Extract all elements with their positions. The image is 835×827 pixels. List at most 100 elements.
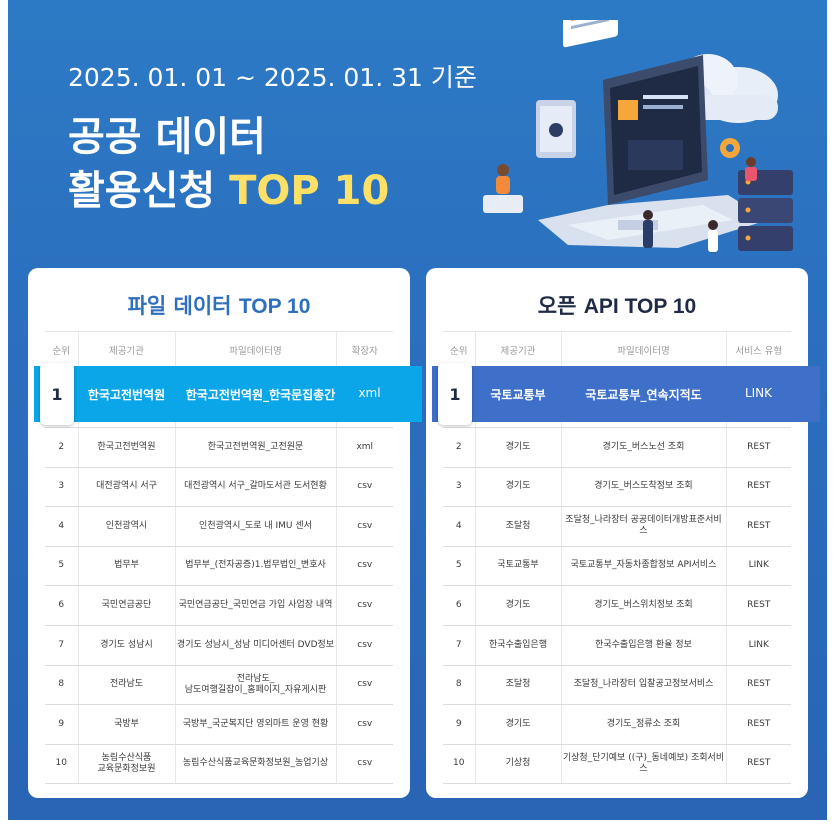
name-cell: 대전광역시 서구_갈마도서관 도서현황: [174, 467, 336, 508]
org-cell: 인천광역시: [77, 506, 175, 547]
org-cell: 대전광역시 서구: [77, 467, 175, 508]
rank-cell: 4: [443, 506, 475, 547]
col-org: 제공기관: [77, 331, 175, 368]
ext-cell: csv: [335, 625, 393, 666]
open-api-title-en: API TOP 10: [583, 295, 697, 318]
rank-cell: 9: [443, 704, 475, 745]
type-cell: LINK: [725, 625, 791, 666]
org-cell: 경기도: [474, 585, 561, 626]
page-title-highlight: TOP 10: [229, 168, 390, 214]
org-cell: 국방부: [77, 704, 175, 745]
file-data-title-en: TOP 10: [238, 295, 311, 318]
name-cell: 국토교통부_자동차종합정보 API서비스: [560, 546, 726, 587]
type-cell: REST: [725, 506, 791, 547]
table-row: 7 경기도 성남시 경기도 성남시_성남 미디어센터 DVD정보 csv: [45, 625, 393, 666]
rank-cell: 3: [443, 467, 475, 508]
type-cell: REST: [725, 744, 791, 785]
name-line1: 전라남도_: [236, 673, 275, 684]
org-cell: 경기도: [474, 467, 561, 508]
ext-cell: xml: [358, 386, 381, 400]
rank-cell: 8: [443, 665, 475, 706]
org-cell: 조달청: [474, 506, 561, 547]
type-cell: LINK: [744, 386, 773, 400]
org-cell: 경기도: [474, 427, 561, 468]
col-org: 제공기관: [474, 331, 561, 368]
table-row: 3 경기도 경기도_버스도착정보 조회 REST: [443, 467, 791, 508]
table-row: 7 한국수출입은행 한국수출입은행 환율 정보 LINK: [443, 625, 791, 666]
name-cell: 국토교통부_연속지적도: [585, 388, 702, 402]
org-cell: 법무부: [77, 546, 175, 587]
col-name: 파일데이터명: [560, 331, 726, 368]
name-cell: 기상청_단기예보 ((구)_동네예보) 조회서비스: [560, 744, 726, 785]
open-api-rank1-row: 1 국토교통부 국토교통부_연속지적도 LINK: [432, 363, 820, 425]
org-cell: 경기도 성남시: [77, 625, 175, 666]
rank-cell: 2: [45, 427, 78, 468]
ext-cell: csv: [335, 665, 393, 706]
table-row: 8 전라남도 전라남도_ 남도여행길잡이_홈페이지_자유게시판 csv: [45, 665, 393, 706]
table-row: 5 국토교통부 국토교통부_자동차종합정보 API서비스 LINK: [443, 546, 791, 587]
rank1-badge: 1: [438, 363, 472, 425]
table-row: 2 경기도 경기도_버스노선 조회 REST: [443, 427, 791, 468]
ext-cell: csv: [335, 506, 393, 547]
name-cell: 경기도_버스노선 조회: [560, 427, 726, 468]
org-cell: 한국고전번역원: [77, 427, 175, 468]
name-cell: 한국고전번역원_한국문집총간: [185, 388, 336, 402]
org-cell: 국민연금공단: [77, 585, 175, 626]
open-api-title-ko: 오픈: [537, 294, 584, 318]
org-cell: 전라남도: [77, 665, 175, 706]
infographic-page: 2025. 01. 01 ~ 2025. 01. 31 기준 공공 데이터 활용…: [8, 0, 827, 820]
table-row: 6 경기도 경기도_버스위치정보 조회 REST: [443, 585, 791, 626]
rank-cell: 4: [45, 506, 78, 547]
rank-cell: 6: [45, 585, 78, 626]
ext-cell: xml: [335, 427, 393, 468]
name-cell: 법무부_(전자공증)1.법무법인_변호사: [174, 546, 336, 587]
org-cell: 기상청: [474, 744, 561, 785]
data-laptop-illustration: [483, 20, 793, 252]
table-row: 4 인천광역시 인천광역시_도로 내 IMU 센서 csv: [45, 506, 393, 547]
name-cell: 경기도_정류소 조회: [560, 704, 726, 745]
rank-cell: 9: [45, 704, 78, 745]
name-cell: 한국수출입은행 환율 정보: [560, 625, 726, 666]
col-type: 서비스 유형: [725, 331, 791, 368]
org-line2: 교육문화정보원: [97, 764, 156, 775]
table-row: 10 기상청 기상청_단기예보 ((구)_동네예보) 조회서비스 REST: [443, 744, 791, 785]
name-cell: 경기도_버스위치정보 조회: [560, 585, 726, 626]
col-rank: 순위: [45, 331, 78, 368]
rank-cell: 6: [443, 585, 475, 626]
ext-cell: csv: [335, 704, 393, 745]
table-row: 5 법무부 법무부_(전자공증)1.법무법인_변호사 csv: [45, 546, 393, 587]
page-title-line1: 공공 데이터: [68, 114, 266, 160]
org-cell: 국토교통부: [474, 546, 561, 587]
name-cell: 국민연금공단_국민연금 가입 사업장 내역: [174, 585, 336, 626]
col-rank: 순위: [443, 331, 475, 368]
file-data-title: 파일 데이터 TOP 10: [28, 290, 410, 320]
rank-cell: 10: [443, 744, 475, 785]
table-row: 6 국민연금공단 국민연금공단_국민연금 가입 사업장 내역 csv: [45, 585, 393, 626]
page-title-line2: 활용신청 TOP 10: [68, 158, 389, 216]
table-row: 2 한국고전번역원 한국고전번역원_고전원문 xml: [45, 427, 393, 468]
laptop-icon: [538, 55, 768, 248]
ext-cell: csv: [335, 585, 393, 626]
table-header-row: 순위 제공기관 파일데이터명 서비스 유형: [443, 331, 791, 368]
date-range: 2025. 01. 01 ~ 2025. 01. 31 기준: [68, 63, 477, 92]
org-cell: 농림수산식품 교육문화정보원: [77, 744, 175, 785]
rank-cell: 7: [45, 625, 78, 666]
table-row: 10 농림수산식품 교육문화정보원 농림수산식품교육문화정보원_농업기상 csv: [45, 744, 393, 785]
type-cell: REST: [725, 704, 791, 745]
ext-cell: csv: [335, 467, 393, 508]
table-row: 9 경기도 경기도_정류소 조회 REST: [443, 704, 791, 745]
name-cell: 조달청_나라장터 공공데이터개방표준서비스: [560, 506, 726, 547]
table-row: 9 국방부 국방부_국군복지단 영외마트 운영 현황 csv: [45, 704, 393, 745]
server-box-icon: [536, 100, 576, 158]
rank-cell: 10: [45, 744, 78, 785]
rank-cell: 2: [443, 427, 475, 468]
rank-cell: 3: [45, 467, 78, 508]
col-ext: 확장자: [335, 331, 393, 368]
name-cell: 국방부_국군복지단 영외마트 운영 현황: [174, 704, 336, 745]
table-row: 8 조달청 조달청_나라장터 입찰공고정보서비스 REST: [443, 665, 791, 706]
rank1-badge: 1: [40, 363, 74, 425]
org-cell: 국토교통부: [490, 388, 546, 402]
table-header-row: 순위 제공기관 파일데이터명 확장자: [45, 331, 393, 368]
ext-cell: csv: [335, 744, 393, 785]
org-cell: 조달청: [474, 665, 561, 706]
